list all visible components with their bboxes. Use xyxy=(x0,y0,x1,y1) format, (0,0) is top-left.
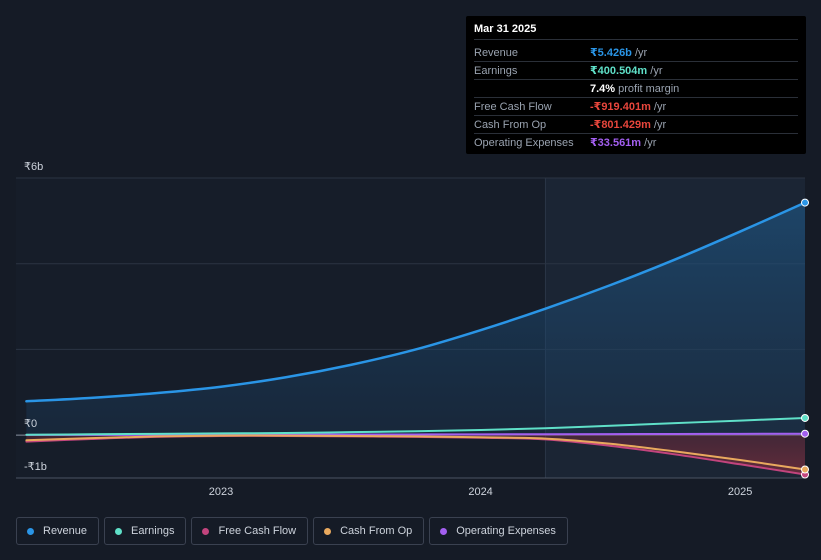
earnings-marker xyxy=(801,413,809,422)
tooltip-unit: /yr xyxy=(631,47,648,59)
revenue-marker xyxy=(801,198,809,207)
revenue-line xyxy=(25,201,807,403)
operating-expenses-marker xyxy=(801,429,809,438)
tooltip-label: Cash From Op xyxy=(474,119,547,131)
legend-item-operating-expenses[interactable]: Operating Expenses xyxy=(429,517,568,545)
legend-label: Free Cash Flow xyxy=(218,525,297,537)
legend-dot-icon xyxy=(27,527,34,535)
tooltip-value: 7.4% xyxy=(590,83,616,95)
tooltip-value: -₹801.429m xyxy=(590,119,651,131)
y-tick-label: ₹6b xyxy=(24,161,43,173)
tooltip-unit: profit margin xyxy=(615,83,680,95)
x-tick-label: 2024 xyxy=(468,486,492,498)
tooltip-unit: /yr xyxy=(650,119,667,131)
legend-item-revenue[interactable]: Revenue xyxy=(16,517,100,545)
tooltip-label xyxy=(474,81,590,97)
tooltip-label: Operating Expenses xyxy=(474,137,574,149)
tooltip-row-earnings: Earnings ₹400.504m /yr xyxy=(474,63,798,80)
tooltip-row-profit-margin: 7.4% profit margin xyxy=(474,81,798,98)
chart-legend: Revenue Earnings Free Cash Flow Cash Fro… xyxy=(16,517,568,545)
legend-label: Earnings xyxy=(131,525,175,537)
legend-dot-icon xyxy=(115,527,123,535)
cash-from-op-marker xyxy=(801,465,809,474)
tooltip-label: Revenue xyxy=(474,47,519,59)
legend-label: Cash From Op xyxy=(340,525,413,537)
legend-item-earnings[interactable]: Earnings xyxy=(104,517,187,545)
tooltip-value: ₹33.561m xyxy=(590,137,642,149)
financial-chart: ₹6b ₹0 -₹1b 2023 2024 2025 xyxy=(16,161,809,498)
tooltip-row-revenue: Revenue ₹5.426b /yr xyxy=(474,45,798,62)
tooltip-value: ₹400.504m xyxy=(590,65,648,77)
tooltip-row-operating-expenses: Operating Expenses ₹33.561m /yr xyxy=(474,135,798,151)
legend-item-cash-from-op[interactable]: Cash From Op xyxy=(313,517,425,545)
tooltip-label: Free Cash Flow xyxy=(474,101,552,113)
y-tick-label: -₹1b xyxy=(24,461,47,473)
tooltip-date: Mar 31 2025 xyxy=(474,23,798,40)
tooltip-value: ₹5.426b xyxy=(590,47,632,59)
x-tick-label: 2023 xyxy=(209,486,233,498)
legend-dot-icon xyxy=(440,527,448,535)
revenue-area xyxy=(26,202,805,436)
x-tick-label: 2025 xyxy=(728,486,752,498)
y-tick-label: ₹0 xyxy=(24,418,37,430)
legend-dot-icon xyxy=(324,527,332,535)
legend-label: Operating Expenses xyxy=(456,525,556,537)
tooltip-row-free-cash-flow: Free Cash Flow -₹919.401m /yr xyxy=(474,99,798,116)
tooltip-value: -₹919.401m xyxy=(590,101,651,113)
tooltip-row-cash-from-op: Cash From Op -₹801.429m /yr xyxy=(474,117,798,134)
tooltip-unit: /yr xyxy=(641,137,657,149)
legend-item-free-cash-flow[interactable]: Free Cash Flow xyxy=(191,517,309,545)
cash-from-op-line xyxy=(25,434,806,471)
earnings-line xyxy=(25,416,806,436)
tooltip-unit: /yr xyxy=(650,101,667,113)
tooltip-unit: /yr xyxy=(647,65,663,77)
data-tooltip: Mar 31 2025 Revenue ₹5.426b /yr Earnings… xyxy=(466,16,806,154)
legend-label: Revenue xyxy=(43,525,88,537)
tooltip-label: Earnings xyxy=(474,65,518,77)
legend-dot-icon xyxy=(202,527,210,535)
